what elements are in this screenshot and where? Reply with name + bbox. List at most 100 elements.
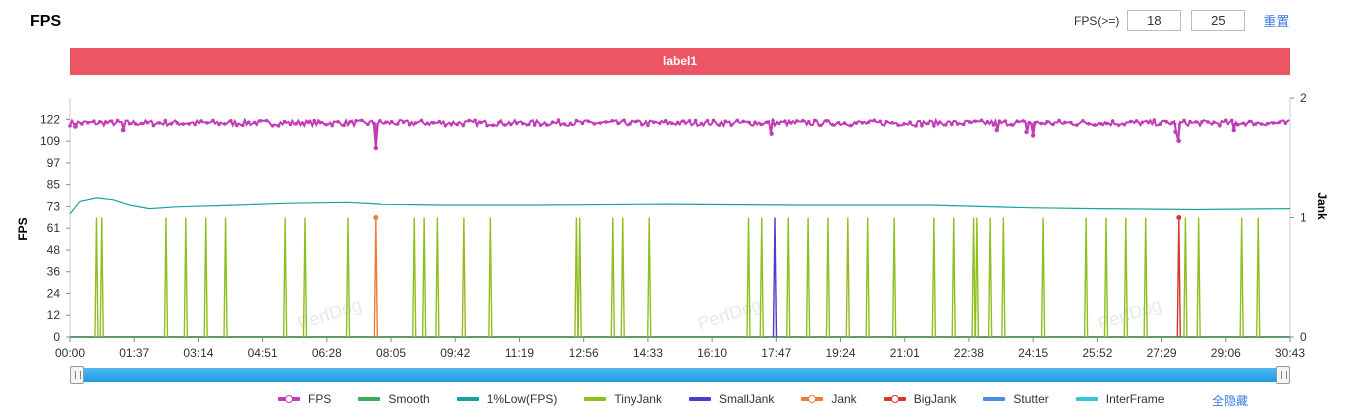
tinyjank-spike <box>865 217 870 338</box>
y-tick-label: 48 <box>47 243 61 257</box>
tinyjank-spike <box>412 217 417 338</box>
x-tick-label: 06:28 <box>312 346 342 360</box>
legend-item-jank[interactable]: Jank <box>801 392 857 406</box>
tinyjank-spike <box>1239 217 1244 338</box>
tinyjank-spike <box>302 217 308 338</box>
tinyjank-spike <box>282 217 288 338</box>
y2-tick-label: 1 <box>1300 211 1307 225</box>
tinyjank-spike <box>987 217 993 338</box>
tinyjank-spike <box>1040 217 1046 338</box>
legend-item-smalljank[interactable]: SmallJank <box>688 392 775 406</box>
tinyjank-spike <box>1103 217 1109 338</box>
x-tick-label: 00:00 <box>55 346 85 360</box>
legend-item-1-low-fps-[interactable]: 1%Low(FPS) <box>456 392 558 406</box>
tinyjank-spike <box>931 217 937 338</box>
tinyjank-spike <box>610 217 616 338</box>
tinyjank-spike <box>1123 217 1129 338</box>
y2-axis-label: Jank <box>1315 192 1329 220</box>
legend-item-interframe[interactable]: InterFrame <box>1075 392 1165 406</box>
x-tick-label: 27:29 <box>1147 346 1177 360</box>
tinyjank-spike <box>825 217 831 338</box>
tinyjank-spike <box>620 217 625 338</box>
legend-marker-icon <box>883 394 906 404</box>
legend-item-stutter[interactable]: Stutter <box>983 392 1049 406</box>
fps-threshold-input-2[interactable]: 25 <box>1191 10 1246 31</box>
watermark-1: PerfDog <box>695 294 764 333</box>
label-bar[interactable]: label1 <box>70 48 1290 75</box>
x-tick-label: 30:43 <box>1275 346 1305 360</box>
legend-marker-icon <box>584 394 607 404</box>
y-axis-label: FPS <box>16 217 30 240</box>
fps-dip-point <box>1030 133 1036 138</box>
legend-item-smooth[interactable]: Smooth <box>358 392 430 406</box>
slider-track[interactable] <box>76 368 1284 382</box>
x-tick-label: 24:15 <box>1018 346 1048 360</box>
fps-dip-point <box>994 127 999 133</box>
y-tick-label: 0 <box>53 330 60 344</box>
legend-item-fps[interactable]: FPS <box>278 392 331 406</box>
legend-label: InterFrame <box>1105 392 1165 406</box>
y-tick-label: 73 <box>47 199 61 213</box>
tinyjank-spike <box>577 217 582 338</box>
hide-all-button[interactable]: 全隐藏 <box>1212 394 1249 408</box>
tinyjank-spike <box>759 217 764 338</box>
legend-label: 1%Low(FPS) <box>486 392 558 406</box>
reset-button[interactable]: 重置 <box>1263 14 1290 29</box>
x-tick-label: 17:47 <box>761 346 791 360</box>
slider-handle-right[interactable] <box>1276 366 1290 384</box>
y2-tick-label: 2 <box>1300 91 1307 105</box>
tinyjank-spike <box>203 217 208 338</box>
fps-threshold-input-1[interactable]: 18 <box>1127 10 1182 31</box>
fps-series-points <box>68 118 1288 143</box>
tinyjank-spike <box>461 217 467 338</box>
legend-label: SmallJank <box>718 392 775 406</box>
slider-handle-left[interactable] <box>70 366 84 384</box>
legend-label: Stutter <box>1013 392 1049 406</box>
tinyjank-spike <box>421 217 427 338</box>
fps-dip-point <box>1231 127 1236 133</box>
tinyjank-spike <box>223 217 228 338</box>
legend-label: Jank <box>831 392 857 406</box>
legend-label: BigJank <box>913 392 957 406</box>
watermark-2: PerfDog <box>1095 294 1164 333</box>
fps-dip-point <box>1176 138 1181 144</box>
legend-item-bigjank[interactable]: BigJank <box>883 392 957 406</box>
x-tick-label: 29:06 <box>1211 346 1241 360</box>
jank-point <box>373 215 379 220</box>
legend-marker-icon <box>688 394 711 404</box>
page-title: FPS <box>30 13 62 30</box>
smalljank-spike <box>772 217 778 338</box>
fps-dip-point <box>1173 129 1178 135</box>
legend-marker-icon <box>1075 394 1098 404</box>
y-tick-label: 97 <box>47 156 61 170</box>
fps-series-line <box>69 117 1290 148</box>
tinyjank-spike <box>971 217 976 338</box>
x-tick-label: 22:38 <box>954 346 984 360</box>
legend-label: Smooth <box>388 392 430 406</box>
bigjank-point <box>1176 215 1182 220</box>
tinyjank-spike <box>1256 217 1261 338</box>
tinyjank-spike <box>183 217 189 338</box>
tinyjank-spike <box>1183 217 1188 338</box>
fps-dip-point <box>769 131 774 136</box>
tinyjank-spike <box>891 217 897 338</box>
legend-marker-icon <box>456 394 479 404</box>
tinyjank-spike <box>805 217 811 338</box>
legend-item-tinyjank[interactable]: TinyJank <box>584 392 662 406</box>
x-tick-label: 19:24 <box>826 346 856 360</box>
fps-dip-point <box>1024 129 1029 135</box>
time-range-slider[interactable] <box>70 366 1290 384</box>
tinyjank-spike <box>1196 217 1201 338</box>
tinyjank-spike <box>1083 217 1089 338</box>
tinyjank-spike <box>786 217 791 338</box>
y2-tick-label: 0 <box>1300 330 1307 344</box>
tinyjank-spike <box>435 217 440 338</box>
fps-threshold-filter: FPS(>=) 18 25 重置 <box>1074 10 1289 31</box>
fps-dip-point <box>120 127 126 133</box>
x-tick-label: 16:10 <box>697 346 727 360</box>
tinyjank-spike <box>1001 217 1006 338</box>
x-tick-label: 14:33 <box>633 346 663 360</box>
x-tick-label: 01:37 <box>119 346 149 360</box>
fps-dip-point <box>73 124 78 129</box>
legend-marker-icon <box>801 394 824 404</box>
